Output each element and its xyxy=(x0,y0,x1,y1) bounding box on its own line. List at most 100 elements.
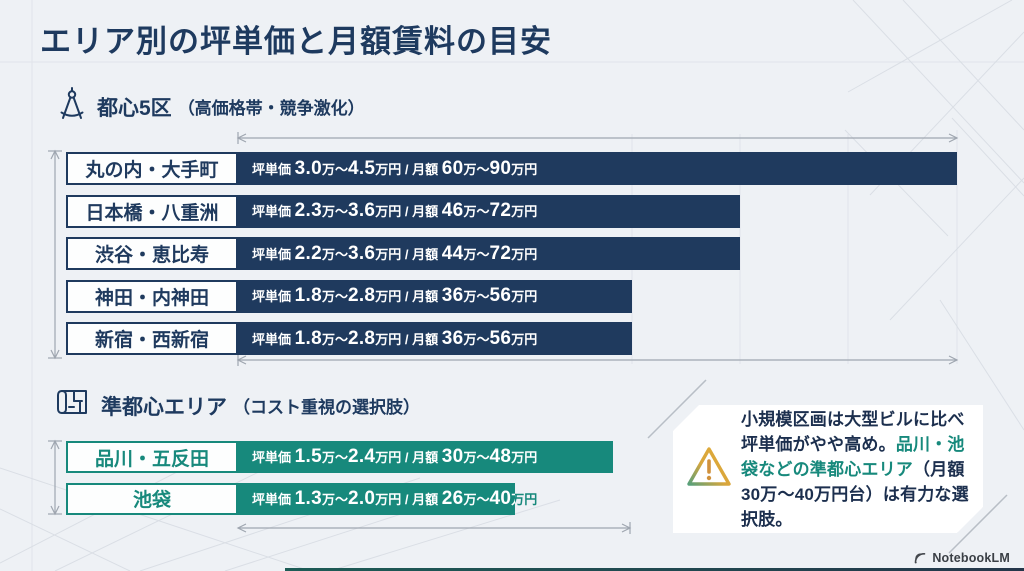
warning-triangle-icon xyxy=(685,444,733,495)
bar-value-text: 坪単価 xyxy=(252,450,295,465)
price-bar: 坪単価 3.0万〜4.5万円 / 月額 60万〜90万円 xyxy=(238,152,957,185)
bar-value-text: 60 xyxy=(441,157,464,179)
bottom-accent-line xyxy=(285,568,1024,571)
area-label: 新宿・西新宿 xyxy=(66,322,238,355)
bar-value-text: 3.0 xyxy=(294,157,322,179)
price-bar: 坪単価 1.8万〜2.8万円 / 月額 36万〜56万円 xyxy=(238,322,632,355)
bar-value-text: 56 xyxy=(489,285,512,306)
callout-text-segment: 小規模区画は大型ビルに比べ坪単価がやや高め。 xyxy=(741,409,965,454)
notebooklm-logo-icon xyxy=(913,551,927,565)
bar-value-text: 万〜 xyxy=(463,450,490,465)
bar-value-text: 46 xyxy=(441,200,464,221)
bar-value-text: 万円 xyxy=(511,289,538,304)
bar-value-text: 3.6 xyxy=(347,242,376,264)
callout-text: 小規模区画は大型ビルに比べ坪単価がやや高め。品川・池袋などの準都心エリア（月額3… xyxy=(741,407,969,532)
bar-value-text: 48 xyxy=(489,446,512,467)
bar-value-text: 万〜 xyxy=(463,289,490,304)
callout-text-segment: （月額30万〜40万円台）は有力な選択肢。 xyxy=(741,459,969,529)
area-label: 丸の内・大手町 xyxy=(66,152,238,185)
notebooklm-branding: NotebookLM xyxy=(913,551,1010,565)
bar-value-text: 万円 / 月額 xyxy=(375,246,442,262)
price-bar: 坪単価 1.5万〜2.4万円 / 月額 30万〜48万円 xyxy=(238,441,613,473)
chart-row: 池袋坪単価 1.3万〜2.0万円 / 月額 26万〜40万円坪単価 1.3万〜2… xyxy=(66,482,635,515)
bar-value-text: 坪単価 xyxy=(252,331,295,347)
bar-value-text: 2.0 xyxy=(347,487,376,509)
bar-value-text: 坪単価 xyxy=(252,204,295,219)
compass-icon xyxy=(57,86,87,127)
bar-value-text: 坪単価 xyxy=(252,161,295,177)
bar-value-text: 72 xyxy=(489,200,512,221)
chart-row: 神田・内神田 坪単価 1.8万〜2.8万円 / 月額 36万〜56万円 xyxy=(66,279,752,313)
blueprint-icon xyxy=(55,388,91,423)
bar-value-text: 1.8 xyxy=(294,327,322,349)
bar-value-text: 万円 xyxy=(511,492,515,507)
chart-row: 日本橋・八重洲 坪単価 2.3万〜3.6万円 / 月額 46万〜72万円 xyxy=(66,194,860,228)
area-label: 日本橋・八重洲 xyxy=(66,194,238,228)
bar-value-text: 万〜 xyxy=(321,204,348,219)
bar-value-text: 万〜 xyxy=(321,491,348,507)
chart-row: 丸の内・大手町 坪単価 3.0万〜4.5万円 / 月額 60万〜90万円 xyxy=(66,152,1024,185)
bar-text: 坪単価 1.3万〜2.0万円 / 月額 26万〜40万円 xyxy=(252,488,515,510)
bar-value-text: 万〜 xyxy=(321,450,348,465)
warning-callout: 小規模区画は大型ビルに比べ坪単価がやや高め。品川・池袋などの準都心エリア（月額3… xyxy=(673,405,983,533)
section-header-juntoshin: 準都心エリア （コスト重視の選択肢） xyxy=(55,388,420,423)
bar-value-text: 坪単価 xyxy=(252,289,295,304)
notebooklm-label: NotebookLM xyxy=(932,551,1010,565)
bar-value-text: 万円 xyxy=(511,246,538,262)
bar-value-text: 1.5 xyxy=(294,446,322,467)
bar-text: 坪単価 1.5万〜2.4万円 / 月額 30万〜48万円 xyxy=(252,446,537,468)
bar-value-text: 万円 xyxy=(511,491,538,507)
bar-value-text: 万〜 xyxy=(463,204,490,219)
price-bar: 坪単価 2.3万〜3.6万円 / 月額 46万〜72万円 xyxy=(238,194,740,228)
bar-wrap: 坪単価 2.2万〜3.6万円 / 月額 44万〜72万円 xyxy=(238,237,860,270)
bar-value-text: 坪単価 xyxy=(252,246,295,262)
bar-value-text: 30 xyxy=(441,446,464,467)
chart-row: 新宿・西新宿 坪単価 1.8万〜2.8万円 / 月額 36万〜56万円 xyxy=(66,322,752,355)
bar-value-text: 56 xyxy=(489,327,512,349)
area-label: 品川・五反田 xyxy=(66,441,238,473)
bar-value-text: 万円 / 月額 xyxy=(375,204,442,219)
bar-value-text: 万〜 xyxy=(463,161,490,177)
bar-text: 坪単価 1.8万〜2.8万円 / 月額 36万〜56万円 xyxy=(252,285,537,307)
section-heading-note: （コスト重視の選択肢） xyxy=(233,398,420,417)
price-bar: 坪単価 1.8万〜2.8万円 / 月額 36万〜56万円 xyxy=(238,279,632,313)
bar-wrap: 坪単価 3.0万〜4.5万円 / 月額 60万〜90万円 xyxy=(238,152,1024,185)
chart-row: 品川・五反田 坪単価 1.5万〜2.4万円 / 月額 30万〜48万円 xyxy=(66,441,733,473)
bar-value-text: 2.3 xyxy=(294,200,322,221)
area-label: 渋谷・恵比寿 xyxy=(66,237,238,270)
chart-row: 渋谷・恵比寿 坪単価 2.2万〜3.6万円 / 月額 44万〜72万円 xyxy=(66,237,860,270)
bar-value-text: 4.5 xyxy=(347,157,376,179)
bar-value-text: 2.8 xyxy=(347,285,376,306)
bar-text: 坪単価 2.2万〜3.6万円 / 月額 44万〜72万円 xyxy=(252,243,537,265)
bar-value-text: 万円 / 月額 xyxy=(375,450,442,465)
bar-value-text: 36 xyxy=(441,285,464,306)
bar-value-text: 2.2 xyxy=(294,242,322,264)
price-bar: 坪単価 2.2万〜3.6万円 / 月額 44万〜72万円 xyxy=(238,237,740,270)
bar-value-text: 72 xyxy=(489,242,512,264)
bar-value-text: 万円 / 月額 xyxy=(375,331,442,347)
bar-value-text: 2.4 xyxy=(347,446,376,467)
section-heading: 都心5区 xyxy=(97,96,172,120)
bar-value-text: 万円 xyxy=(511,331,538,347)
price-bar: 坪単価 1.3万〜2.0万円 / 月額 26万〜40万円 xyxy=(238,482,515,515)
bar-value-text: 90 xyxy=(489,157,512,179)
bar-wrap: 坪単価 1.5万〜2.4万円 / 月額 30万〜48万円 xyxy=(238,441,733,473)
bar-value-text: 2.8 xyxy=(347,327,376,349)
bar-text: 坪単価 1.8万〜2.8万円 / 月額 36万〜56万円 xyxy=(252,328,537,350)
bar-value-text: 万〜 xyxy=(321,289,348,304)
section-header-toshin: 都心5区 （高価格帯・競争激化） xyxy=(57,86,365,127)
bar-value-text: 万〜 xyxy=(463,246,490,262)
bar-wrap: 坪単価 1.3万〜2.0万円 / 月額 26万〜40万円坪単価 1.3万〜2.0… xyxy=(238,482,635,515)
bar-value-text: 万〜 xyxy=(321,161,348,177)
bar-value-text: 万〜 xyxy=(321,246,348,262)
bar-value-text: 万円 / 月額 xyxy=(375,491,442,507)
bar-value-text: 万〜 xyxy=(463,491,490,507)
bar-text: 坪単価 3.0万〜4.5万円 / 月額 60万〜90万円 xyxy=(252,158,537,180)
section-heading-note: （高価格帯・競争激化） xyxy=(177,99,365,118)
bar-value-text: 1.8 xyxy=(294,285,322,306)
bar-value-text: 44 xyxy=(441,242,464,264)
bar-value-text: 36 xyxy=(441,327,464,349)
bar-value-text: 万円 xyxy=(511,161,538,177)
bar-value-text: 万〜 xyxy=(463,331,490,347)
